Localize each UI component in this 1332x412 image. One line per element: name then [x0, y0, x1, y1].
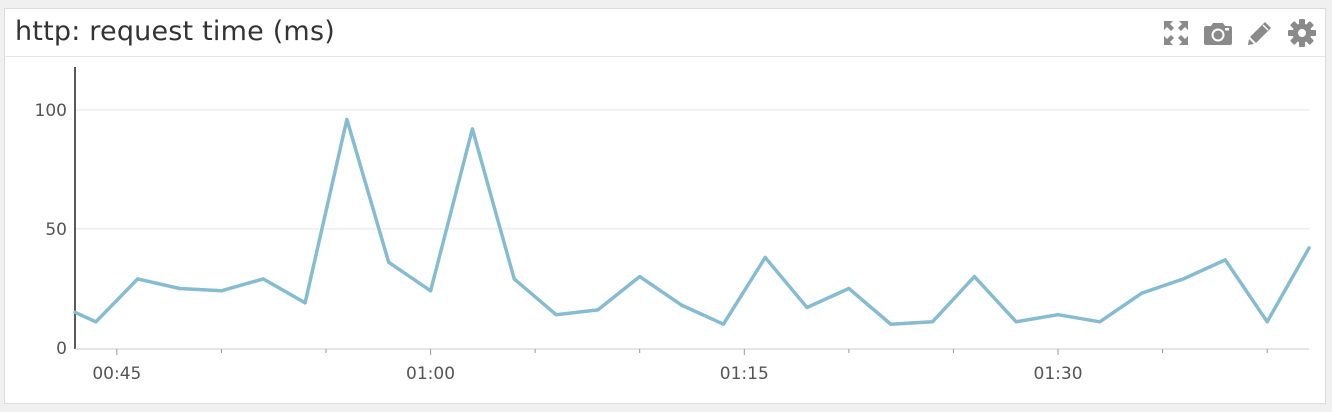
data-point [512, 277, 516, 281]
y-tick-label: 50 [45, 220, 67, 240]
data-point [638, 274, 642, 279]
expand-icon [1164, 21, 1188, 45]
pencil-icon [1248, 22, 1271, 45]
data-point [972, 274, 976, 279]
series-line [73, 117, 1311, 326]
data-point [1014, 320, 1018, 324]
data-point [136, 277, 140, 281]
data-point [679, 303, 684, 307]
request-time-chart: 0 50 100 00:45 01:00 01:15 01:30 [35, 67, 1311, 384]
data-point [930, 320, 935, 324]
data-point [1223, 258, 1227, 262]
expand-button[interactable] [1161, 18, 1191, 48]
data-point [763, 255, 767, 260]
settings-button[interactable] [1287, 18, 1317, 48]
data-point [219, 289, 224, 293]
data-point [1265, 320, 1269, 324]
data-point [721, 322, 725, 326]
data-point [1181, 277, 1186, 281]
data-point [303, 301, 307, 305]
x-tick-label: 01:30 [1034, 364, 1083, 384]
data-point [94, 320, 98, 324]
chart-area: 0 50 100 00:45 01:00 01:15 01:30 [5, 57, 1327, 403]
x-tick-label: 00:45 [92, 364, 141, 384]
data-point [1307, 246, 1311, 250]
data-point [261, 277, 265, 281]
x-tick-label: 01:15 [720, 364, 769, 384]
data-point [889, 322, 893, 326]
edit-button[interactable] [1245, 18, 1275, 48]
data-point [847, 286, 851, 291]
data-point [1056, 313, 1060, 317]
snapshot-button[interactable] [1203, 18, 1233, 48]
data-point [387, 260, 391, 264]
y-tick-label: 100 [35, 101, 67, 121]
data-point [470, 127, 474, 131]
timeseries-widget: http: request time (ms) [4, 8, 1326, 404]
widget-title: http: request time (ms) [15, 16, 335, 47]
y-tick-label: 0 [56, 339, 67, 359]
widget-header: http: request time (ms) [5, 9, 1325, 57]
data-point [177, 286, 182, 291]
data-point [1098, 320, 1102, 324]
x-tick-label: 01:00 [406, 364, 455, 384]
data-point [73, 310, 77, 314]
gear-icon [1288, 19, 1316, 47]
data-point [428, 289, 433, 293]
data-point [345, 117, 349, 121]
data-point [805, 305, 809, 310]
widget-toolbar [1161, 17, 1317, 49]
data-point [1140, 291, 1144, 295]
camera-icon [1204, 23, 1232, 45]
data-point [596, 308, 600, 312]
data-point [554, 313, 558, 317]
